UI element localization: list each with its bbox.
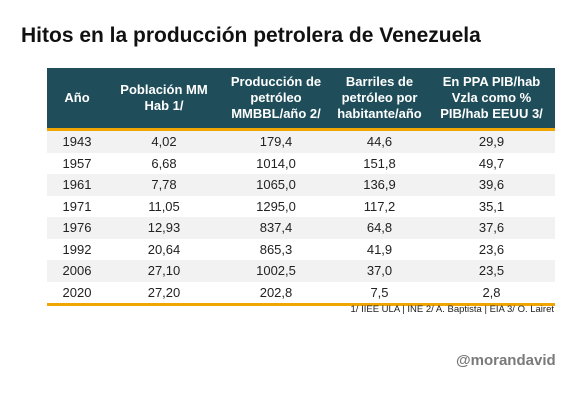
cell-gdp-ppp: 39,6 — [428, 174, 555, 196]
cell-gdp-ppp: 35,1 — [428, 195, 555, 217]
cell-production: 1295,0 — [221, 195, 331, 217]
cell-year: 1992 — [47, 238, 107, 260]
cell-production: 837,4 — [221, 217, 331, 239]
cell-production: 1065,0 — [221, 174, 331, 196]
footnote: 1/ IIEE ULA | INE 2/ A. Baptista | EIA 3… — [350, 304, 554, 315]
cell-year: 1961 — [47, 174, 107, 196]
header-population: Población MM Hab 1/ — [107, 68, 221, 130]
data-table: Año Población MM Hab 1/ Producción de pe… — [47, 68, 555, 306]
cell-year: 1971 — [47, 195, 107, 217]
cell-barrels-per-capita: 41,9 — [331, 238, 428, 260]
cell-year: 1976 — [47, 217, 107, 239]
table-row: 1992 20,64 865,3 41,9 23,6 — [47, 238, 555, 260]
cell-population: 27,20 — [107, 281, 221, 305]
header-year: Año — [47, 68, 107, 130]
header-production: Producción de petróleo MMBBL/año 2/ — [221, 68, 331, 130]
table-body: 1943 4,02 179,4 44,6 29,9 1957 6,68 1014,0 151,8… — [47, 129, 555, 305]
cell-population: 6,68 — [107, 152, 221, 174]
table-row: 1961 7,78 1065,0 136,9 39,6 — [47, 174, 555, 196]
cell-population: 27,10 — [107, 260, 221, 282]
table-row: 1976 12,93 837,4 64,8 37,6 — [47, 217, 555, 239]
table-row: 1957 6,68 1014,0 151,8 49,7 — [47, 152, 555, 174]
table-row: 2006 27,10 1002,5 37,0 23,5 — [47, 260, 555, 282]
cell-gdp-ppp: 23,6 — [428, 238, 555, 260]
table-row: 2020 27,20 202,8 7,5 2,8 — [47, 281, 555, 305]
cell-barrels-per-capita: 44,6 — [331, 129, 428, 153]
chart-title: Hitos en la producción petrolera de Vene… — [21, 24, 481, 47]
cell-barrels-per-capita: 64,8 — [331, 217, 428, 239]
cell-population: 7,78 — [107, 174, 221, 196]
author-handle: @morandavid — [456, 352, 556, 369]
cell-year: 2020 — [47, 281, 107, 305]
cell-population: 20,64 — [107, 238, 221, 260]
cell-barrels-per-capita: 7,5 — [331, 281, 428, 305]
cell-year: 2006 — [47, 260, 107, 282]
cell-year: 1943 — [47, 129, 107, 153]
cell-production: 1014,0 — [221, 152, 331, 174]
cell-production: 202,8 — [221, 281, 331, 305]
cell-population: 4,02 — [107, 129, 221, 153]
cell-barrels-per-capita: 37,0 — [331, 260, 428, 282]
table-header-row: Año Población MM Hab 1/ Producción de pe… — [47, 68, 555, 130]
header-barrels-per-capita: Barriles de petróleo por habitante/año — [331, 68, 428, 130]
table-row: 1943 4,02 179,4 44,6 29,9 — [47, 129, 555, 153]
cell-population: 11,05 — [107, 195, 221, 217]
cell-barrels-per-capita: 151,8 — [331, 152, 428, 174]
cell-population: 12,93 — [107, 217, 221, 239]
cell-gdp-ppp: 23,5 — [428, 260, 555, 282]
cell-gdp-ppp: 49,7 — [428, 152, 555, 174]
cell-production: 1002,5 — [221, 260, 331, 282]
cell-barrels-per-capita: 136,9 — [331, 174, 428, 196]
cell-gdp-ppp: 37,6 — [428, 217, 555, 239]
header-gdp-ppp: En PPA PIB/hab Vzla como % PIB/hab EEUU … — [428, 68, 555, 130]
cell-production: 865,3 — [221, 238, 331, 260]
cell-gdp-ppp: 2,8 — [428, 281, 555, 305]
cell-barrels-per-capita: 117,2 — [331, 195, 428, 217]
cell-production: 179,4 — [221, 129, 331, 153]
cell-gdp-ppp: 29,9 — [428, 129, 555, 153]
cell-year: 1957 — [47, 152, 107, 174]
table-row: 1971 11,05 1295,0 117,2 35,1 — [47, 195, 555, 217]
